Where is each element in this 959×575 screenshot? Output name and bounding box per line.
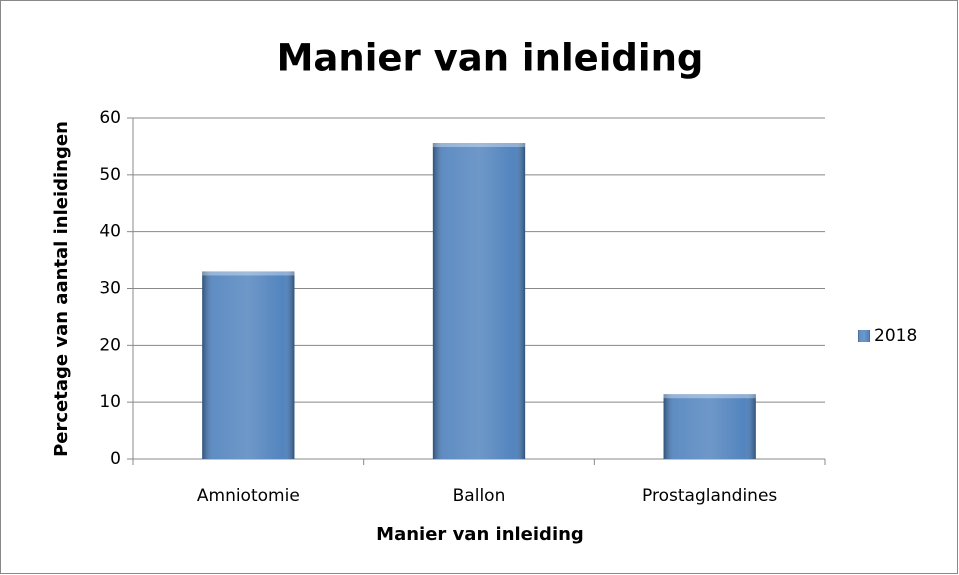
- x-tick-label: Ballon: [453, 486, 506, 506]
- bar-top: [663, 394, 756, 399]
- y-tick-label: 0: [110, 449, 121, 469]
- x-axis-label: Manier van inleiding: [376, 524, 584, 545]
- y-tick-label: 60: [99, 108, 121, 128]
- y-tick-label: 10: [99, 392, 121, 412]
- chart-title: Manier van inleiding: [277, 37, 704, 80]
- bar-top: [432, 143, 526, 148]
- legend-swatch-shade: [858, 330, 870, 342]
- y-tick-label: 20: [99, 335, 121, 355]
- legend-label: 2018: [874, 326, 917, 346]
- bar-shade: [663, 394, 756, 459]
- bar-top: [202, 271, 295, 276]
- y-tick-label: 30: [99, 279, 121, 299]
- x-tick-label: Amniotomie: [197, 486, 300, 506]
- x-tick-label: Prostaglandines: [642, 486, 777, 506]
- bar-shade: [202, 271, 295, 459]
- y-tick-label: 50: [99, 165, 121, 185]
- y-tick-label: 40: [99, 222, 121, 242]
- y-axis-label: Percetage van aantal inleidingen: [51, 121, 72, 457]
- bar-shade: [432, 143, 526, 460]
